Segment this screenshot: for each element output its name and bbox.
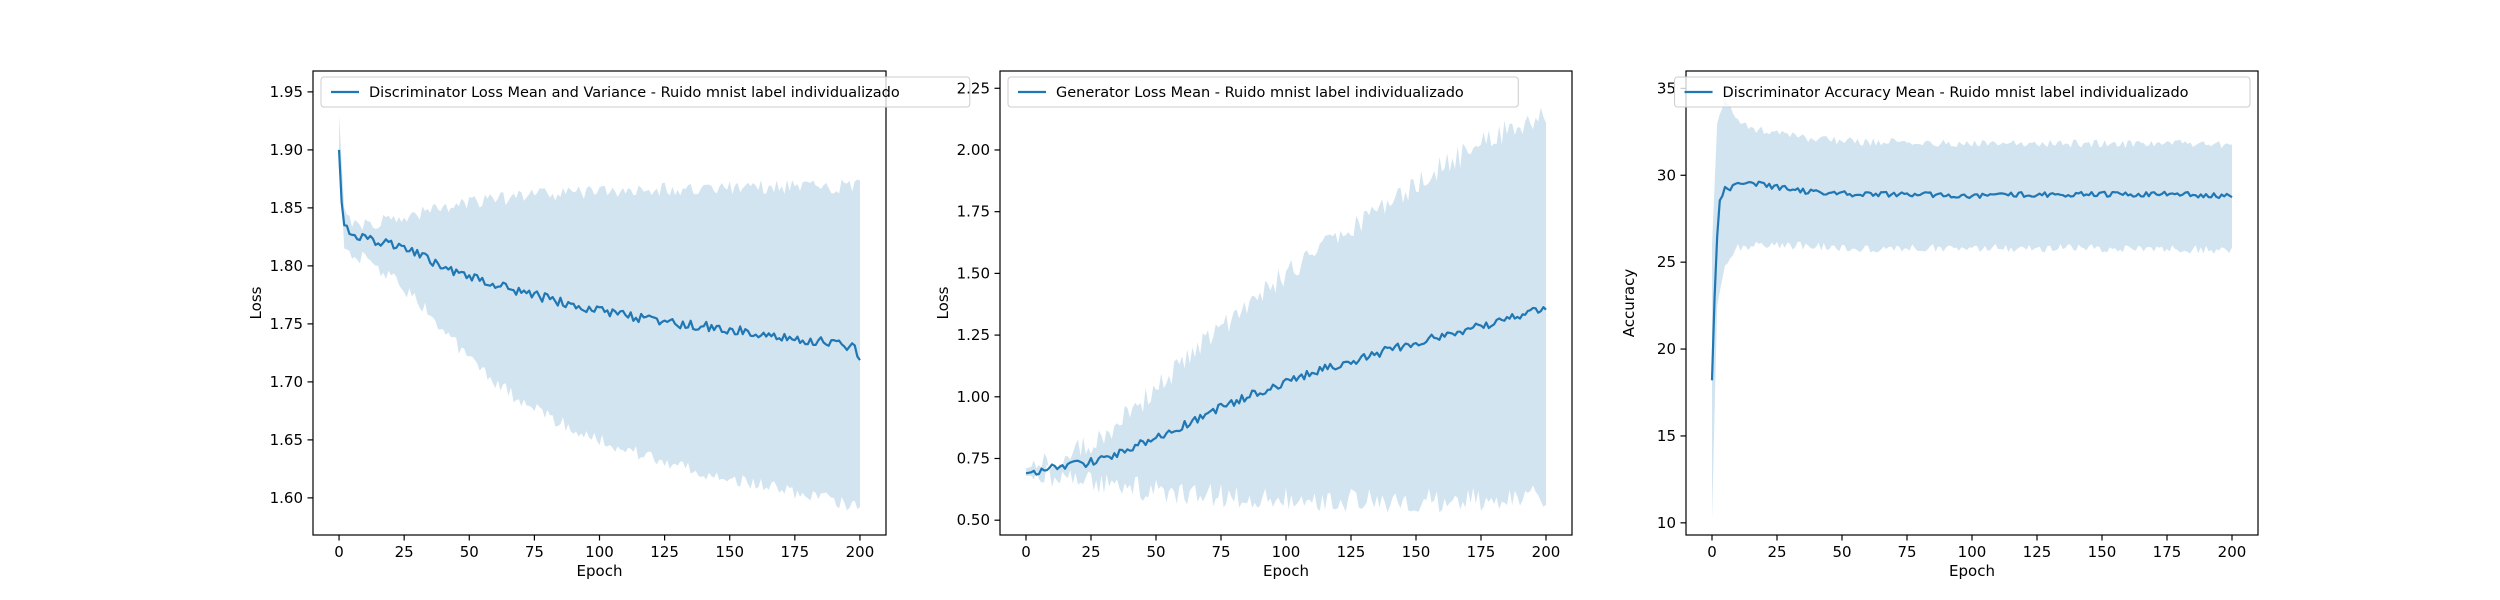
y-axis-label: Accuracy [1620,269,1638,338]
x-tick-label: 125 [2023,543,2052,561]
y-tick-label: 1.60 [270,489,303,507]
x-tick-label: 175 [1467,543,1496,561]
y-tick-label: 1.25 [957,326,990,344]
chart-2: 0 25 50 75 100 125 150 175 200 0.50 0.75 1.00 1.25 1.… [934,70,1573,580]
x-tick-label: 100 [585,543,614,561]
x-tick-label: 0 [334,543,344,561]
legend-label: Generator Loss Mean - Ruido mnist label … [1056,85,1464,101]
y-tick-label: 20 [1657,340,1676,358]
y-axis-label: Loss [247,286,265,319]
variance-band [1712,98,2232,520]
y-tick-label: 1.75 [270,315,303,333]
x-tick-label: 125 [1337,543,1366,561]
y-tick-label: 1.70 [270,373,303,391]
y-tick-label: 30 [1657,166,1676,184]
y-tick-label: 2.00 [957,141,990,159]
x-tick-label: 25 [395,543,414,561]
legend: Discriminator Loss Mean and Variance - R… [320,76,971,108]
x-tick-label: 75 [1897,543,1916,561]
y-tick-label: 2.25 [957,79,990,97]
x-tick-label: 0 [1707,543,1717,561]
x-tick-label: 100 [1272,543,1301,561]
x-axis-label: Epoch [577,562,623,580]
x-tick-label: 150 [2088,543,2117,561]
x-tick-label: 75 [525,543,544,561]
mean-line [1710,180,2233,381]
y-axis-label: Loss [934,286,952,319]
y-tick-label: 1.80 [270,257,303,275]
y-tick-label: 0.50 [957,511,990,529]
x-tick-label: 200 [2218,543,2247,561]
x-tick-label: 150 [1402,543,1431,561]
x-axis-label: Epoch [1263,562,1309,580]
legend: Generator Loss Mean - Ruido mnist label … [1007,76,1519,108]
x-tick-label: 50 [460,543,479,561]
legend-box [1007,76,1519,108]
mean-line [337,149,861,361]
plot-area [337,115,861,511]
x-tick-label: 175 [2153,543,2182,561]
x-tick-label: 150 [715,543,744,561]
y-tick-label: 1.50 [957,264,990,282]
y-tick-label: 10 [1657,514,1676,532]
legend-label: Discriminator Loss Mean and Variance - R… [369,85,900,101]
legend-label: Discriminator Accuracy Mean - Ruido mnis… [1723,85,2189,101]
legend-box [1674,76,2251,108]
x-tick-label: 0 [1021,543,1031,561]
legend: Discriminator Accuracy Mean - Ruido mnis… [1674,76,2251,108]
x-tick-label: 25 [1767,543,1786,561]
x-tick-label: 25 [1081,543,1100,561]
legend-box [320,76,971,108]
y-tick-label: 25 [1657,253,1676,271]
y-tick-label: 35 [1657,79,1676,97]
variance-band [1026,107,1546,513]
y-tick-label: 0.75 [957,449,990,467]
x-tick-label: 100 [1958,543,1987,561]
x-tick-label: 175 [781,543,810,561]
x-tick-label: 75 [1211,543,1230,561]
y-tick-label: 1.90 [270,141,303,159]
x-tick-label: 50 [1146,543,1165,561]
y-tick-label: 1.95 [270,83,303,101]
x-tick-label: 200 [846,543,875,561]
y-tick-label: 1.00 [957,388,990,406]
chart-1: 0 25 50 75 100 125 150 175 200 1.60 1.65 1.70 1.75 1.… [247,70,971,580]
x-tick-label: 50 [1832,543,1851,561]
x-tick-label: 200 [1532,543,1561,561]
plot-area [1025,107,1547,513]
y-tick-label: 1.65 [270,431,303,449]
plot-area [1710,98,2233,520]
mean-line [1025,306,1547,476]
chart-3: 0 25 50 75 100 125 150 175 200 10 15 20 25 30 35 Epoch A… [1620,70,2259,580]
y-tick-label: 15 [1657,427,1676,445]
x-tick-label: 125 [650,543,679,561]
x-axis-label: Epoch [1949,562,1995,580]
variance-band [339,115,860,511]
y-tick-label: 1.75 [957,203,990,221]
y-tick-label: 1.85 [270,199,303,217]
